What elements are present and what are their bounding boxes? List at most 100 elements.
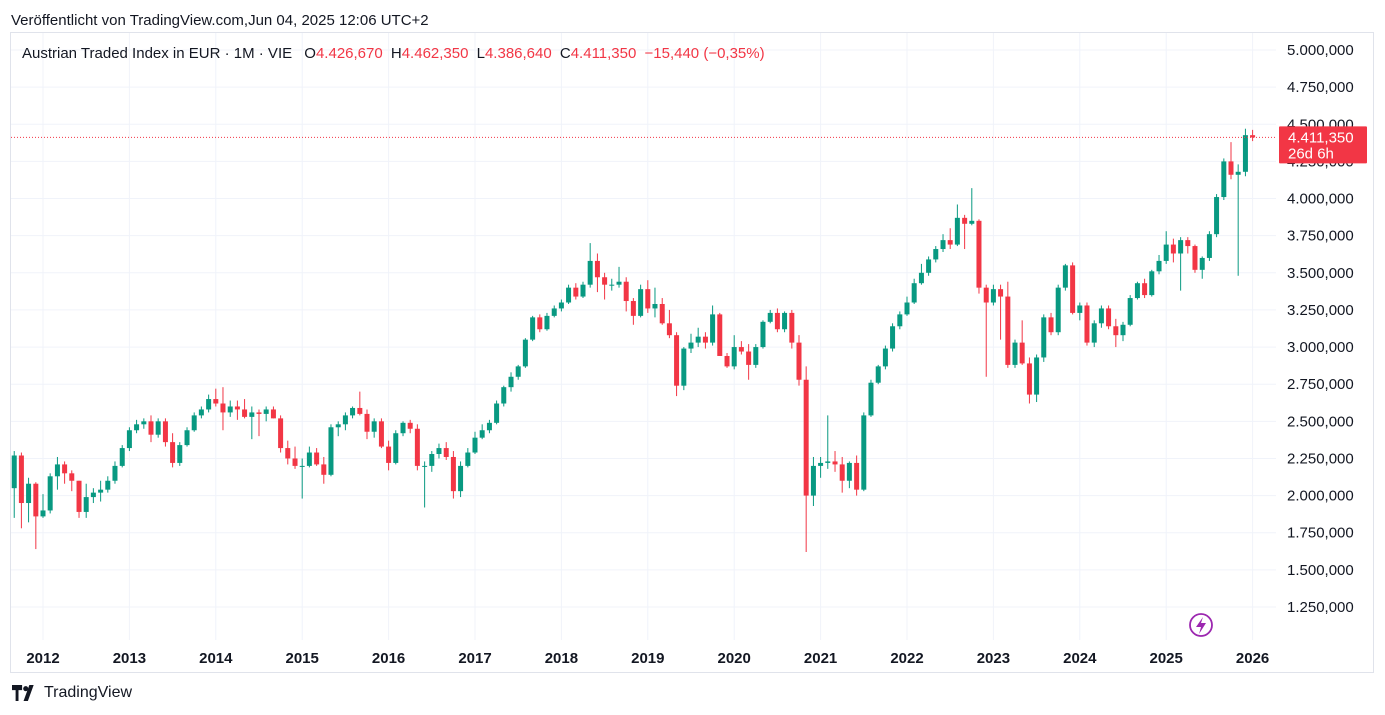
- candle-body[interactable]: [422, 465, 428, 467]
- candle-body[interactable]: [314, 452, 320, 465]
- candle-body[interactable]: [40, 510, 46, 517]
- candle-body[interactable]: [47, 476, 53, 511]
- candle-body[interactable]: [119, 448, 125, 466]
- candle-body[interactable]: [1034, 357, 1040, 395]
- candle-body[interactable]: [1134, 283, 1140, 299]
- candle-body[interactable]: [839, 464, 845, 481]
- candle-body[interactable]: [890, 326, 896, 349]
- candle-body[interactable]: [1120, 324, 1126, 336]
- candle-body[interactable]: [998, 289, 1004, 297]
- candle-body[interactable]: [342, 415, 348, 425]
- candle-body[interactable]: [1026, 363, 1032, 395]
- candle-body[interactable]: [26, 483, 32, 504]
- candle-body[interactable]: [465, 452, 471, 466]
- candle-body[interactable]: [134, 424, 140, 431]
- candle-body[interactable]: [328, 427, 334, 475]
- candle-body[interactable]: [1091, 323, 1097, 343]
- candle-body[interactable]: [213, 399, 219, 404]
- candle-body[interactable]: [126, 430, 132, 449]
- candle-body[interactable]: [414, 428, 420, 466]
- candle-body[interactable]: [760, 321, 766, 348]
- candle-body[interactable]: [515, 366, 521, 377]
- candle-body[interactable]: [818, 462, 824, 466]
- candle-body[interactable]: [609, 284, 615, 286]
- candle-body[interactable]: [206, 399, 212, 410]
- candle-body[interactable]: [148, 421, 154, 435]
- candle-body[interactable]: [508, 376, 514, 388]
- candle-body[interactable]: [1178, 240, 1184, 254]
- candle-body[interactable]: [1098, 308, 1104, 324]
- candle-body[interactable]: [630, 301, 636, 316]
- candle-body[interactable]: [551, 308, 557, 316]
- candle-body[interactable]: [141, 421, 147, 425]
- candle-body[interactable]: [249, 412, 255, 417]
- candle-body[interactable]: [76, 480, 82, 512]
- candle-body[interactable]: [832, 461, 838, 465]
- candle-body[interactable]: [918, 272, 924, 284]
- candle-body[interactable]: [18, 455, 24, 504]
- candle-body[interactable]: [1084, 305, 1090, 343]
- candle-body[interactable]: [1156, 260, 1162, 272]
- candle-body[interactable]: [710, 314, 716, 343]
- candle-body[interactable]: [285, 448, 291, 459]
- candle-body[interactable]: [659, 303, 665, 324]
- candle-body[interactable]: [378, 421, 384, 447]
- candle-body[interactable]: [357, 407, 363, 414]
- candle-body[interactable]: [1113, 326, 1119, 336]
- candle-body[interactable]: [911, 283, 917, 303]
- candle-body[interactable]: [429, 454, 435, 466]
- candle-body[interactable]: [666, 323, 672, 336]
- candle-body[interactable]: [364, 413, 370, 432]
- candle-body[interactable]: [573, 287, 579, 297]
- candle-body[interactable]: [810, 465, 816, 496]
- candle-body[interactable]: [162, 421, 168, 443]
- candle-body[interactable]: [587, 260, 593, 285]
- candle-body[interactable]: [90, 492, 96, 498]
- candle-body[interactable]: [580, 284, 586, 297]
- candle-body[interactable]: [638, 289, 644, 316]
- candle-body[interactable]: [933, 249, 939, 260]
- candle-body[interactable]: [54, 464, 60, 477]
- candle-body[interactable]: [1170, 244, 1176, 254]
- candle-body[interactable]: [450, 456, 456, 492]
- candle-body[interactable]: [436, 448, 442, 455]
- candle-body[interactable]: [105, 480, 111, 490]
- candle-body[interactable]: [537, 317, 543, 330]
- candle-body[interactable]: [155, 421, 161, 435]
- candle-body[interactable]: [242, 409, 248, 417]
- candle-body[interactable]: [1163, 244, 1169, 261]
- candle-body[interactable]: [789, 312, 795, 343]
- candle-body[interactable]: [371, 421, 377, 432]
- candle-body[interactable]: [825, 461, 831, 463]
- candle-body[interactable]: [458, 465, 464, 492]
- candle-body[interactable]: [695, 336, 701, 343]
- candle-body[interactable]: [1062, 265, 1068, 288]
- candle-body[interactable]: [263, 409, 269, 414]
- candle-body[interactable]: [83, 497, 89, 512]
- candle-body[interactable]: [1221, 161, 1227, 198]
- candle-body[interactable]: [33, 483, 39, 517]
- candle-body[interactable]: [530, 317, 536, 340]
- candle-body[interactable]: [486, 422, 492, 431]
- candle-body[interactable]: [191, 415, 197, 431]
- candle-body[interactable]: [1228, 161, 1234, 175]
- candle-body[interactable]: [270, 409, 276, 419]
- candle-body[interactable]: [1242, 135, 1248, 172]
- candle-body[interactable]: [407, 422, 413, 429]
- candle-body[interactable]: [321, 464, 327, 475]
- candle-body[interactable]: [616, 281, 622, 285]
- candle-body[interactable]: [846, 462, 852, 481]
- candle-body[interactable]: [501, 387, 507, 404]
- candle-body[interactable]: [882, 348, 888, 367]
- candle-body[interactable]: [594, 260, 600, 278]
- candle-body[interactable]: [1192, 246, 1198, 270]
- candle-body[interactable]: [393, 433, 399, 463]
- candle-body[interactable]: [1214, 197, 1220, 235]
- candle-body[interactable]: [940, 240, 946, 250]
- candle-body[interactable]: [306, 452, 312, 466]
- candle-body[interactable]: [335, 424, 341, 428]
- candle-body[interactable]: [969, 220, 975, 224]
- candle-body[interactable]: [976, 220, 982, 288]
- candle-body[interactable]: [645, 289, 651, 309]
- candle-body[interactable]: [746, 351, 752, 365]
